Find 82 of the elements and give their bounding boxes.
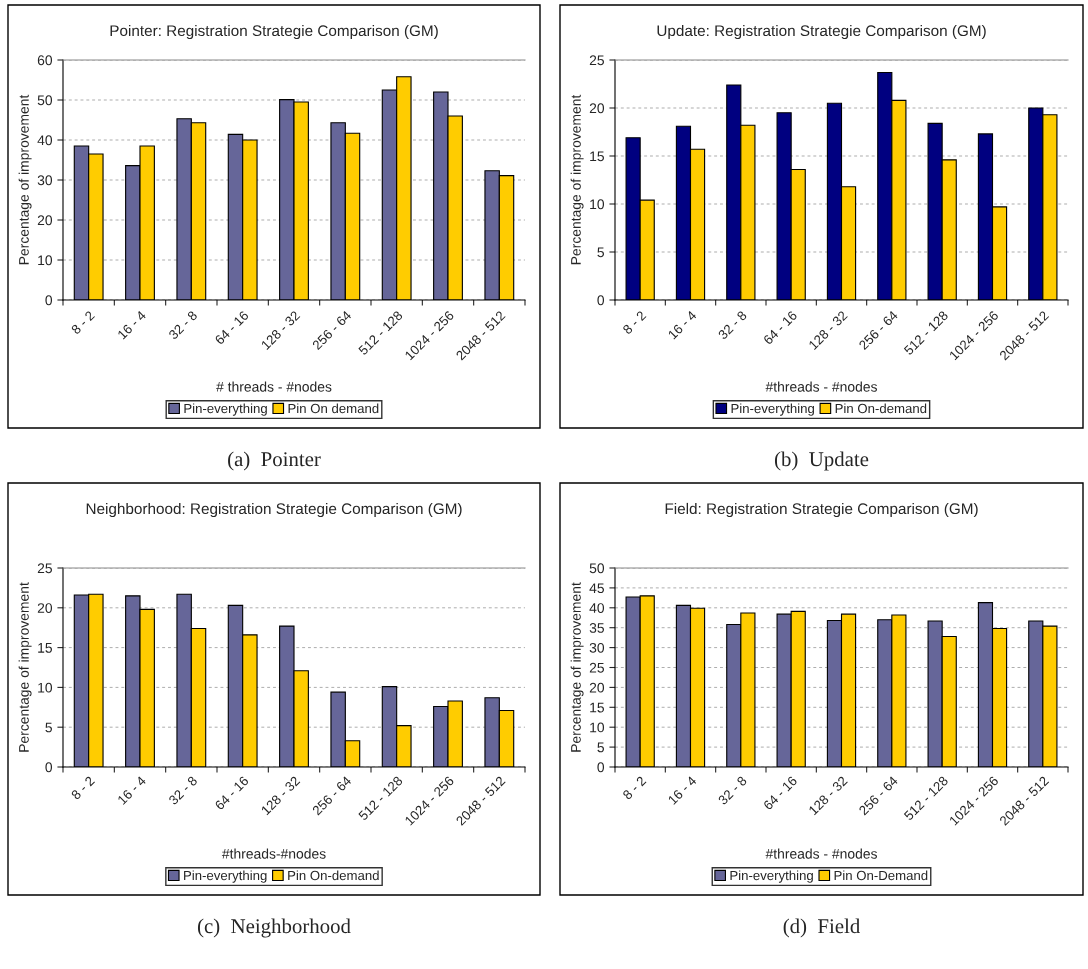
y-tick-label: 10: [38, 255, 53, 266]
y-tick-label: 0: [45, 762, 53, 773]
y-tick-label: 5: [597, 742, 604, 753]
x-tick-label: 8 - 2: [622, 775, 647, 801]
x-axis-title: #threads - #nodes: [765, 848, 877, 859]
x-tick-label: 256 - 64: [311, 310, 352, 351]
y-tick-label: 10: [590, 722, 605, 733]
x-tick-label: 16 - 4: [667, 775, 698, 805]
chart-title: Field: Registration Strategie Comparison (GM): [665, 502, 978, 518]
x-tick-label: 64 - 16: [214, 775, 250, 811]
legend-label: Pin-everything: [184, 870, 267, 883]
y-axis-title: Percentage of improvement: [570, 94, 584, 265]
y-axis-title: Percentage of improvement: [570, 582, 584, 752]
x-tick-label: 32 - 8: [168, 775, 198, 806]
x-tick-label: 256 - 64: [858, 775, 899, 816]
y-tick-label: 50: [37, 95, 53, 106]
legend-label: Pin-everything: [731, 403, 814, 416]
y-axis-title: Percentage of improvement: [18, 582, 32, 752]
x-tick-label: 128 - 32: [260, 775, 301, 816]
text: (a) Pointer: [228, 451, 321, 471]
y-tick-label: 20: [589, 103, 605, 114]
x-tick-label: 512 - 128: [903, 775, 949, 821]
y-tick-label: 20: [37, 215, 53, 226]
x-tick-label: 64 - 16: [214, 310, 250, 346]
chart-title: Pointer: Registration Strategie Comparison (GM): [110, 24, 438, 40]
x-tick-label: 16 - 4: [117, 310, 147, 340]
y-tick-label: 20: [37, 603, 53, 613]
y-tick-label: 15: [38, 643, 52, 653]
y-tick-label: 30: [37, 175, 53, 186]
y-tick-label: 25: [589, 662, 604, 673]
y-tick-label: 50: [589, 563, 605, 574]
y-tick-label: 15: [590, 702, 604, 713]
x-tick-label: 64 - 16: [762, 310, 798, 346]
x-tick-label: 32 - 8: [717, 310, 748, 340]
x-tick-label: 128 - 32: [260, 310, 301, 350]
y-tick-label: 45: [589, 583, 604, 594]
y-tick-label: 20: [589, 682, 605, 693]
x-tick-label: 32 - 8: [717, 775, 748, 806]
x-axis-title: #threads - #nodes: [765, 381, 877, 392]
x-tick-label: 512 - 128: [357, 775, 404, 821]
x-tick-label: 512 - 128: [357, 310, 404, 356]
x-tick-label: 8 - 2: [70, 775, 96, 801]
y-tick-label: 5: [597, 247, 604, 258]
y-tick-label: 30: [589, 642, 605, 653]
y-tick-label: 15: [590, 151, 604, 162]
y-tick-label: 25: [37, 563, 52, 574]
y-tick-label: 10: [590, 199, 605, 210]
x-tick-label: 8 - 2: [70, 310, 96, 335]
chart-title: Neighborhood: Registration Strategie Comparison (GM): [86, 502, 462, 518]
x-tick-label: 16 - 4: [667, 310, 698, 340]
y-axis-title: Percentage of improvement: [18, 94, 32, 265]
y-tick-label: 10: [38, 682, 53, 693]
legend-label: Pin-everything: [184, 403, 267, 416]
legend-label: Pin On-Demand: [834, 870, 928, 881]
x-tick-label: 128 - 32: [808, 775, 848, 816]
x-tick-label: 512 - 128: [903, 310, 949, 356]
legend-label: Pin On demand: [288, 403, 379, 414]
y-tick-label: 0: [597, 762, 605, 773]
y-tick-label: 0: [597, 295, 605, 306]
x-axis-title: #threads-#nodes: [221, 848, 326, 859]
x-tick-label: 256 - 64: [311, 775, 352, 816]
x-tick-label: 8 - 2: [622, 310, 647, 335]
text: (b) Update: [774, 451, 869, 471]
x-tick-label: 32 - 8: [168, 310, 198, 340]
legend-label: Pin On-demand: [835, 403, 927, 414]
y-tick-label: 25: [589, 55, 604, 66]
y-tick-label: 40: [589, 603, 605, 613]
y-tick-label: 60: [37, 55, 53, 66]
y-tick-label: 35: [589, 623, 604, 633]
y-tick-label: 0: [45, 295, 53, 306]
x-tick-label: 16 - 4: [117, 775, 147, 805]
x-tick-label: 64 - 16: [762, 775, 798, 811]
text: (d) Field: [783, 918, 861, 938]
legend-label: Pin On-demand: [288, 870, 379, 881]
x-tick-label: 256 - 64: [858, 310, 899, 351]
x-tick-label: 128 - 32: [808, 310, 848, 350]
x-axis-title: # threads - #nodes: [216, 381, 332, 392]
chart-title: Update: Registration Strategie Comparison (GM): [657, 24, 986, 40]
text: (c) Neighborhood: [197, 918, 351, 938]
y-tick-label: 40: [37, 135, 53, 146]
legend-label: Pin-everything: [730, 870, 813, 883]
y-tick-label: 5: [45, 722, 52, 733]
